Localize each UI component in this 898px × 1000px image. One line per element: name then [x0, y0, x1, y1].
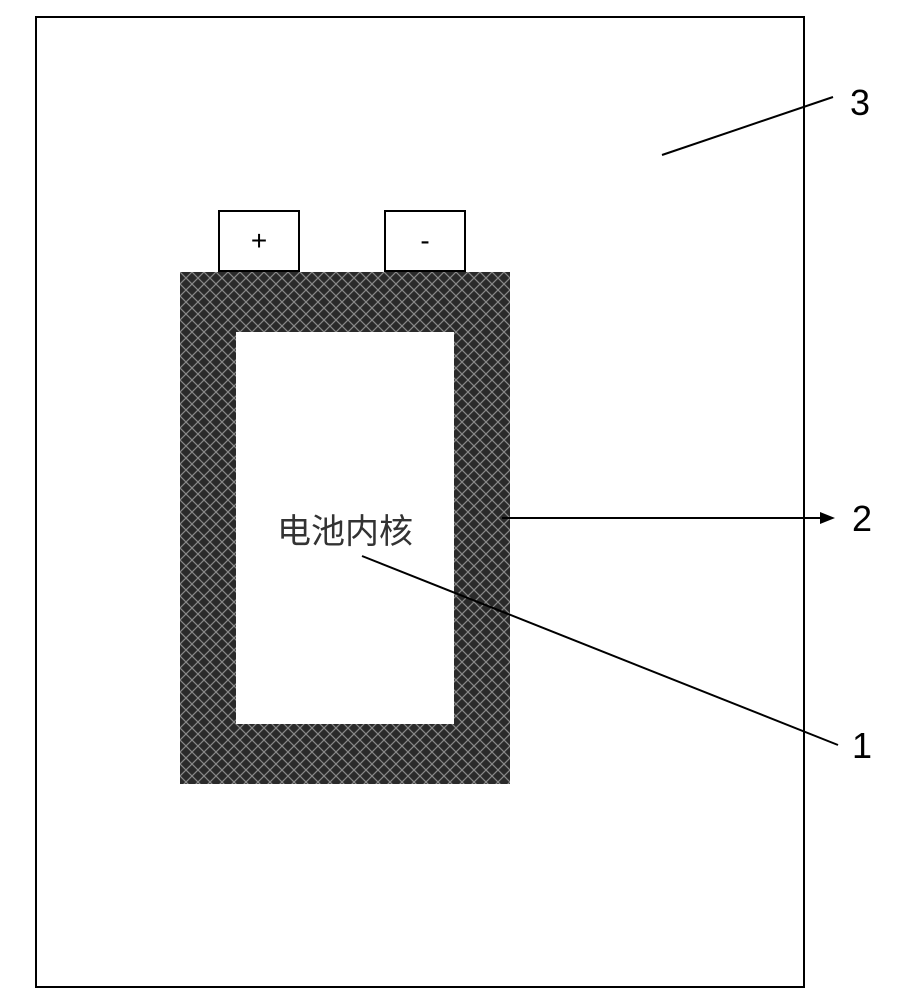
core-label: 电池内核: [277, 504, 413, 553]
negative-terminal: -: [384, 210, 466, 272]
battery-core: 电池内核: [236, 332, 454, 724]
negative-symbol: -: [420, 225, 429, 257]
reference-label-1: 1: [852, 725, 872, 767]
positive-terminal: +: [218, 210, 300, 272]
reference-label-2: 2: [852, 498, 872, 540]
positive-symbol: +: [251, 225, 267, 257]
reference-label-3: 3: [850, 82, 870, 124]
